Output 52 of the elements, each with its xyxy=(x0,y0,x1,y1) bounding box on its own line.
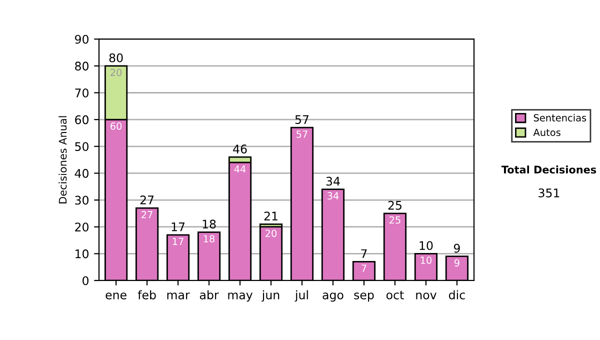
total-label: 10 xyxy=(420,241,433,250)
total-label: 80 xyxy=(109,53,123,62)
data-label: 17 xyxy=(172,238,184,245)
x-tick-label: may xyxy=(228,292,253,302)
total-label: 46 xyxy=(233,144,247,154)
x-tick-label: abr xyxy=(200,290,219,300)
data-label: 34 xyxy=(328,192,339,200)
data-label: 44 xyxy=(234,165,246,173)
data-label: 27 xyxy=(142,210,152,218)
total-label: 18 xyxy=(202,220,216,229)
y-tick-label: 30 xyxy=(75,196,88,205)
data-label: 18 xyxy=(204,235,215,242)
x-tick-label: ago xyxy=(322,292,344,302)
data-label: 20 xyxy=(110,68,122,76)
legend-label: Autos xyxy=(533,128,560,136)
x-tick-label: dic xyxy=(448,290,465,300)
y-axis-title: Decisiones Anual xyxy=(58,116,67,204)
y-tick-label: 10 xyxy=(76,249,88,258)
total-label: 21 xyxy=(264,212,278,220)
data-label: 7 xyxy=(362,264,366,272)
x-tick-label: feb xyxy=(138,290,156,300)
y-tick-label: 90 xyxy=(75,34,88,44)
x-tick-label: sep xyxy=(354,292,374,302)
data-label: 10 xyxy=(420,256,432,264)
data-label: 20 xyxy=(266,230,277,238)
y-tick-label: 70 xyxy=(75,88,88,98)
total-label: 25 xyxy=(388,200,402,210)
x-tick-label: nov xyxy=(416,292,436,300)
x-tick-label: jul xyxy=(294,290,308,302)
x-tick-label: oct xyxy=(386,290,404,300)
total-label: 9 xyxy=(454,244,460,253)
total-label: 34 xyxy=(326,176,340,186)
y-tick-label: 80 xyxy=(75,62,88,71)
data-label: 25 xyxy=(390,216,400,224)
data-label: 60 xyxy=(110,122,122,130)
total-label: 17 xyxy=(172,222,185,232)
y-tick-label: 60 xyxy=(75,115,88,124)
y-tick-label: 40 xyxy=(74,168,88,178)
x-tick-label: jun xyxy=(262,290,280,302)
y-tick-label: 50 xyxy=(75,142,88,152)
text: 351 xyxy=(538,188,560,198)
total-label: 27 xyxy=(140,196,154,204)
x-tick-label: mar xyxy=(167,292,190,300)
data-label: 57 xyxy=(296,130,308,138)
data-label: 9 xyxy=(454,259,460,267)
legend-label: Sentencias xyxy=(534,114,586,122)
total-label: 7 xyxy=(361,249,367,258)
y-tick-label: 20 xyxy=(75,222,88,232)
text: Total Decisiones xyxy=(501,165,596,174)
y-tick-label: 0 xyxy=(82,276,88,286)
x-tick-label: ene xyxy=(106,292,126,300)
total-label: 57 xyxy=(295,115,308,124)
